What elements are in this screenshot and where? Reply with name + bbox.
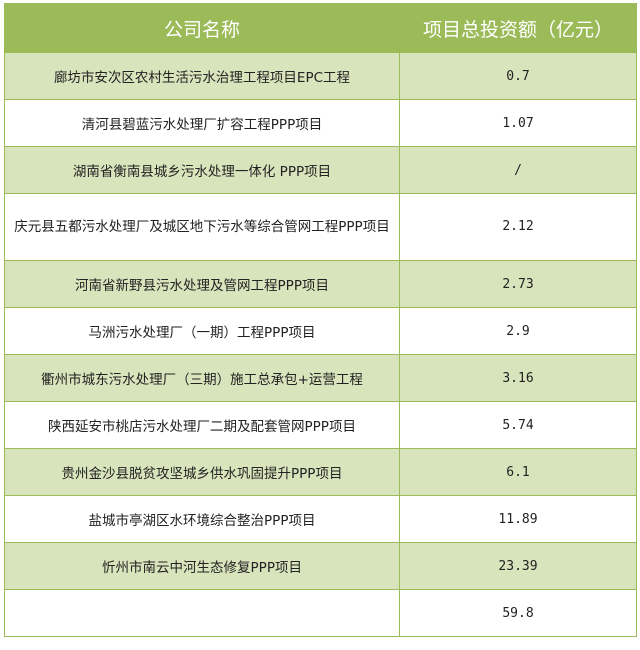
header-row: 公司名称 项目总投资额（亿元） <box>4 3 637 53</box>
company-name-cell: 盐城市亭湖区水环境综合整治PPP项目 <box>4 495 400 543</box>
table-row: 庆元县五都污水处理厂及城区地下污水等综合管网工程PPP项目 2.12 <box>4 193 637 261</box>
header-total-investment: 项目总投资额（亿元） <box>399 3 637 53</box>
company-name-cell: 庆元县五都污水处理厂及城区地下污水等综合管网工程PPP项目 <box>4 193 400 261</box>
table-row: 59.8 <box>4 589 637 637</box>
investment-value-cell: 2.9 <box>399 307 637 355</box>
table-row: 贵州金沙县脱贫攻坚城乡供水巩固提升PPP项目 6.1 <box>4 448 637 496</box>
company-name-cell: 陕西延安市桃店污水处理厂二期及配套管网PPP项目 <box>4 401 400 449</box>
company-name-cell: 河南省新野县污水处理及管网工程PPP项目 <box>4 260 400 308</box>
table-row: 马洲污水处理厂（一期）工程PPP项目 2.9 <box>4 307 637 355</box>
investment-value-cell: / <box>399 146 637 194</box>
investment-value-cell: 3.16 <box>399 354 637 402</box>
investment-value-cell: 23.39 <box>399 542 637 590</box>
investment-value-cell: 59.8 <box>399 589 637 637</box>
table-row: 盐城市亭湖区水环境综合整治PPP项目 11.89 <box>4 495 637 543</box>
table-row: 湖南省衡南县城乡污水处理一体化 PPP项目 / <box>4 146 637 194</box>
table-row: 陕西延安市桃店污水处理厂二期及配套管网PPP项目 5.74 <box>4 401 637 449</box>
company-name-cell: 忻州市南云中河生态修复PPP项目 <box>4 542 400 590</box>
investment-value-cell: 1.07 <box>399 99 637 147</box>
company-name-cell: 清河县碧蓝污水处理厂扩容工程PPP项目 <box>4 99 400 147</box>
investment-value-cell: 0.7 <box>399 52 637 100</box>
table-row: 衢州市城东污水处理厂（三期）施工总承包+运营工程 3.16 <box>4 354 637 402</box>
company-name-cell: 衢州市城东污水处理厂（三期）施工总承包+运营工程 <box>4 354 400 402</box>
investment-table: 公司名称 项目总投资额（亿元） 廊坊市安次区农村生活污水治理工程项目EPC工程 0… <box>4 3 637 637</box>
investment-value-cell: 2.12 <box>399 193 637 261</box>
table-row: 清河县碧蓝污水处理厂扩容工程PPP项目 1.07 <box>4 99 637 147</box>
table-row: 廊坊市安次区农村生活污水治理工程项目EPC工程 0.7 <box>4 52 637 100</box>
investment-value-cell: 5.74 <box>399 401 637 449</box>
company-name-cell: 贵州金沙县脱贫攻坚城乡供水巩固提升PPP项目 <box>4 448 400 496</box>
investment-value-cell: 11.89 <box>399 495 637 543</box>
company-name-cell: 廊坊市安次区农村生活污水治理工程项目EPC工程 <box>4 52 400 100</box>
table-row: 忻州市南云中河生态修复PPP项目 23.39 <box>4 542 637 590</box>
company-name-cell <box>4 589 400 637</box>
header-company-name: 公司名称 <box>4 3 400 53</box>
company-name-cell: 湖南省衡南县城乡污水处理一体化 PPP项目 <box>4 146 400 194</box>
company-name-cell: 马洲污水处理厂（一期）工程PPP项目 <box>4 307 400 355</box>
investment-value-cell: 6.1 <box>399 448 637 496</box>
table-row: 河南省新野县污水处理及管网工程PPP项目 2.73 <box>4 260 637 308</box>
investment-value-cell: 2.73 <box>399 260 637 308</box>
